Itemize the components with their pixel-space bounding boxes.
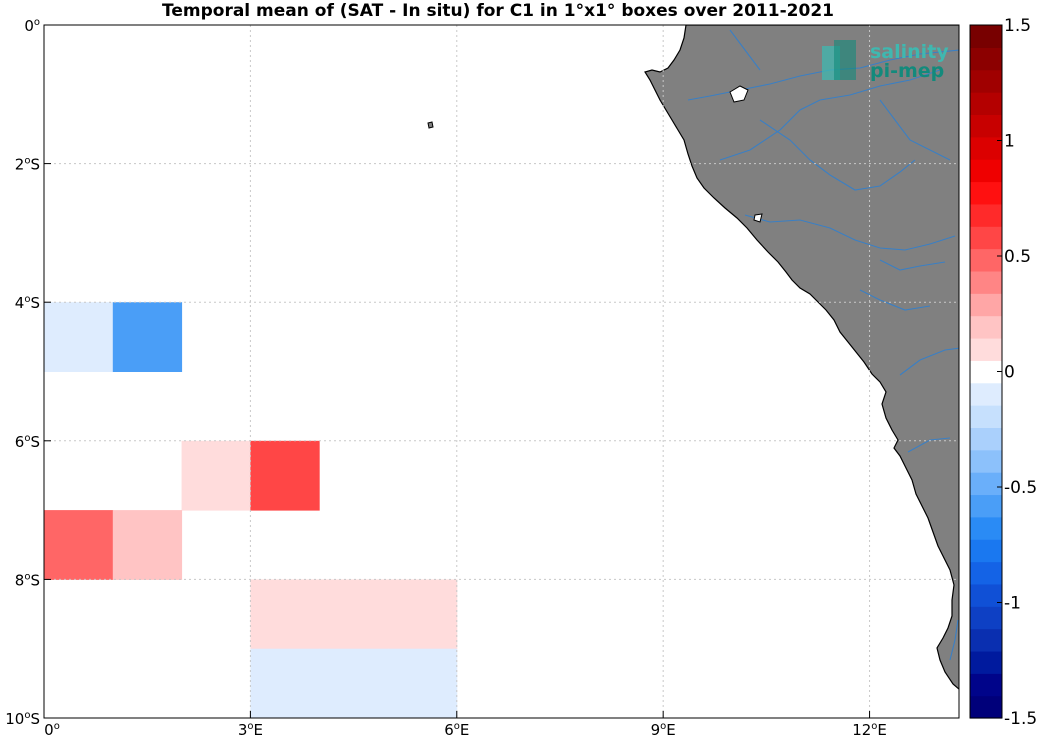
colorbar-segment	[970, 449, 1002, 473]
heatmap-cell	[44, 510, 114, 580]
x-tick-label: 3oE	[238, 721, 263, 739]
colorbar-segment	[970, 695, 1002, 719]
colorbar-segment	[970, 427, 1002, 451]
y-tick-label: 6oS	[15, 433, 40, 451]
x-tick-label: 6oE	[444, 721, 469, 739]
river	[744, 214, 956, 251]
river	[879, 99, 951, 161]
colorbar-segment	[970, 628, 1002, 652]
colorbar-segment	[970, 472, 1002, 496]
colorbar-segment	[970, 270, 1002, 294]
y-tick-label: 2oS	[15, 156, 40, 174]
island	[427, 121, 434, 129]
colorbar-labels: 1.5 1 0.5 0 -0.5 -1 -1.5	[997, 16, 1037, 729]
colorbar-segment	[970, 583, 1002, 607]
colorbar-segment	[970, 405, 1002, 428]
colorbar-tick-label: 1	[1004, 132, 1015, 152]
colorbar-segment	[970, 293, 1002, 317]
colorbar-tick-label: 1.5	[1004, 16, 1031, 36]
colorbar-tick-label: -0.5	[1004, 478, 1037, 498]
salinity-pi-mep-logo: salinity pi-mep	[822, 40, 949, 82]
heatmap-cell	[44, 302, 114, 372]
colorbar-segment	[970, 315, 1002, 339]
y-axis-labels: 0o 2oS 4oS 6oS 8oS 10oS	[5, 17, 40, 728]
colorbar-segment	[970, 47, 1002, 71]
heatmap-cell	[112, 302, 183, 372]
logo-line1: salinity	[870, 41, 949, 63]
colorbar-segment	[970, 248, 1002, 272]
river	[907, 437, 951, 453]
colorbar-segment	[970, 494, 1002, 518]
river	[949, 619, 959, 661]
colorbar-segment	[970, 650, 1002, 674]
logo-line2: pi-mep	[870, 60, 944, 82]
map-title: Temporal mean of (SAT - In situ) for C1 …	[162, 1, 834, 21]
heatmap-cell	[181, 440, 251, 511]
heatmap-cell	[319, 579, 389, 650]
colorbar-segment	[970, 25, 1002, 48]
heatmap-cell	[387, 579, 458, 650]
colorbar-tick-label: 0	[1004, 363, 1015, 383]
heatmap-cell	[250, 440, 320, 511]
y-tick-label: 0o	[24, 17, 40, 35]
lagoon	[729, 85, 749, 103]
colorbar	[969, 24, 1003, 719]
river	[729, 29, 761, 71]
colorbar-tick-label: -1.5	[1004, 709, 1037, 729]
colorbar-segment	[970, 673, 1002, 697]
x-tick-label: 9oE	[651, 721, 676, 739]
colorbar-segment	[970, 539, 1002, 563]
y-tick-label: 8oS	[15, 571, 40, 589]
y-tick-label: 4oS	[15, 294, 40, 312]
map-frame	[43, 24, 960, 719]
colorbar-segment	[970, 136, 1002, 160]
heatmap-cell	[319, 648, 389, 719]
colorbar-segment	[970, 92, 1002, 116]
heatmap-cell	[387, 648, 458, 719]
heatmap-cells	[44, 302, 458, 719]
river	[879, 259, 946, 271]
colorbar-segment	[970, 561, 1002, 585]
river	[687, 49, 959, 101]
river	[899, 347, 959, 376]
africa-landmass	[644, 25, 959, 690]
y-tick-label: 10oS	[5, 710, 40, 728]
x-tick-label: 0o	[44, 721, 60, 739]
x-axis-labels: 0o 3oE 6oE 9oE 12oE	[44, 721, 887, 739]
colorbar-segment	[970, 606, 1002, 630]
x-tick-label: 12oE	[852, 721, 887, 739]
river	[719, 69, 941, 161]
colorbar-segment	[970, 159, 1002, 183]
colorbar-segment	[970, 382, 1002, 406]
colorbar-segment	[970, 203, 1002, 227]
river	[759, 119, 916, 191]
heatmap-cell	[112, 510, 183, 580]
colorbar-segment	[970, 516, 1002, 540]
colorbar-segment	[970, 360, 1002, 384]
heatmap-cell	[250, 648, 320, 719]
colorbar-segment	[970, 226, 1002, 250]
colorbar-tick-label: -1	[1004, 594, 1021, 614]
colorbar-segment	[970, 181, 1002, 205]
lagoon	[753, 213, 763, 223]
colorbar-segment	[970, 337, 1002, 361]
heatmap-cell	[250, 579, 320, 650]
colorbar-segment	[970, 114, 1002, 138]
colorbar-tick-label: 0.5	[1004, 247, 1031, 267]
colorbar-segment	[970, 69, 1002, 93]
logo-shape	[834, 40, 856, 80]
